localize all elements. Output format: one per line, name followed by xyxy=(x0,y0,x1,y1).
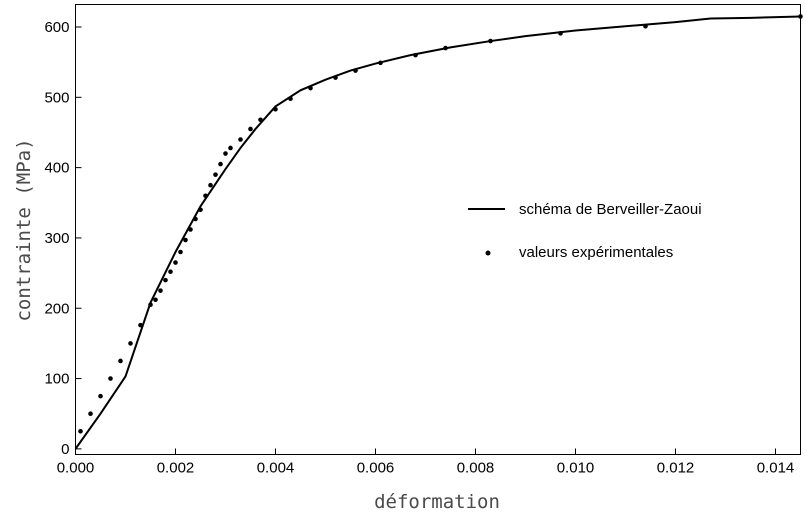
x-tick-label: 0.002 xyxy=(157,460,195,477)
experimental-point xyxy=(98,393,103,399)
experimental-point xyxy=(178,249,183,255)
experimental-point xyxy=(218,161,223,167)
experimental-point xyxy=(173,260,178,265)
experimental-point xyxy=(258,117,263,123)
legend-label-experimental: valeurs expérimentales xyxy=(519,244,673,261)
legend-point-swatch xyxy=(485,250,491,256)
model-series-line xyxy=(74,15,801,450)
experimental-point xyxy=(228,145,233,151)
experimental-point xyxy=(288,96,293,102)
experimental-point xyxy=(248,126,253,132)
experimental-point xyxy=(153,297,158,303)
x-tick-label: 0.004 xyxy=(257,460,295,477)
experimental-point xyxy=(183,237,188,243)
y-axis-title: contrainte (MPa) xyxy=(13,138,35,321)
x-tick-label: 0.006 xyxy=(357,460,395,477)
x-axis-title: déformation xyxy=(374,491,500,513)
experimental-point xyxy=(88,411,93,417)
experimental-point xyxy=(203,193,208,199)
y-tick-label: 200 xyxy=(44,300,69,317)
experimental-point xyxy=(378,60,383,66)
experimental-point xyxy=(168,269,173,274)
experimental-point xyxy=(163,277,168,283)
experimental-point xyxy=(223,151,228,156)
y-tick-label: 300 xyxy=(44,230,69,247)
y-tick-label: 0 xyxy=(61,441,69,458)
experimental-point xyxy=(558,31,563,36)
experimental-point xyxy=(108,376,113,381)
experimental-point xyxy=(443,45,448,51)
y-tick-label: 400 xyxy=(44,160,69,177)
experimental-point xyxy=(798,14,803,19)
x-tick-label: 0.000 xyxy=(57,460,95,477)
y-tick-label: 600 xyxy=(44,19,69,36)
legend: schéma de Berveiller-Zaoui valeurs expér… xyxy=(468,201,702,261)
experimental-point xyxy=(188,227,193,232)
experimental-point xyxy=(308,85,313,91)
x-tick-label: 0.010 xyxy=(557,460,595,477)
x-tick-label: 0.012 xyxy=(657,460,695,477)
experimental-point xyxy=(208,182,213,188)
experimental-point xyxy=(488,38,493,44)
experimental-point xyxy=(353,68,358,73)
experimental-point xyxy=(148,302,153,308)
experimental-point xyxy=(158,288,163,293)
experimental-point xyxy=(413,52,418,58)
y-axis-ticks: 0 100 200 300 400 500 600 xyxy=(44,19,82,458)
experimental-series-points xyxy=(78,14,803,434)
experimental-point xyxy=(193,216,198,222)
x-tick-label: 0.008 xyxy=(457,460,495,477)
experimental-point xyxy=(213,172,218,177)
y-tick-label: 100 xyxy=(44,371,69,388)
x-tick-label: 0.014 xyxy=(757,460,795,477)
experimental-point xyxy=(333,75,338,80)
experimental-point xyxy=(273,106,278,112)
y-tick-label: 500 xyxy=(44,89,69,106)
legend-label-model: schéma de Berveiller-Zaoui xyxy=(519,201,702,218)
experimental-point xyxy=(198,207,203,213)
experimental-point xyxy=(138,322,143,328)
experimental-point xyxy=(643,24,648,29)
experimental-point xyxy=(118,358,123,364)
experimental-point xyxy=(78,429,83,434)
experimental-point xyxy=(128,341,133,346)
x-axis-ticks: 0.000 0.002 0.004 0.006 0.008 0.010 0.012 0.014 xyxy=(57,448,795,477)
plot-frame xyxy=(75,4,801,455)
experimental-point xyxy=(238,137,243,142)
